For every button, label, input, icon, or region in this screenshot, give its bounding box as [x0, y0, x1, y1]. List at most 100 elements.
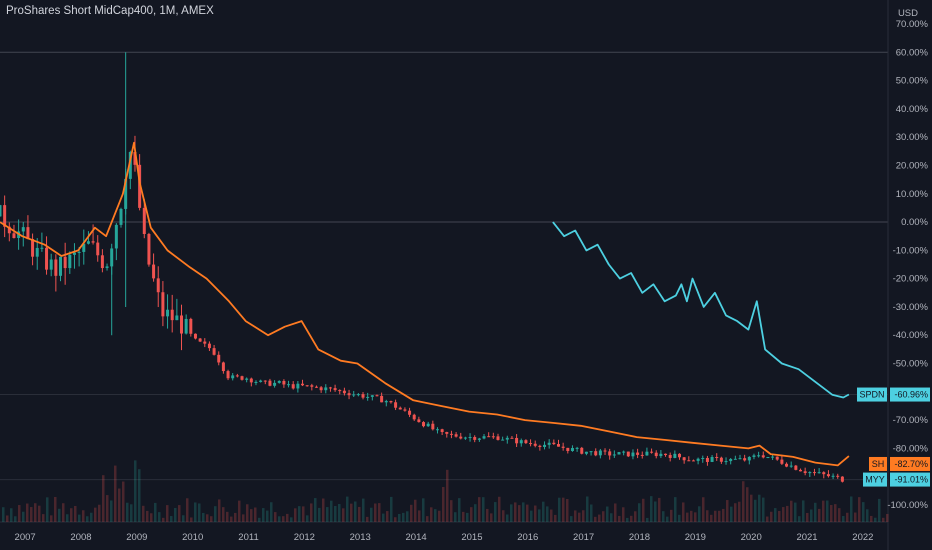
volume-bar: [398, 513, 401, 522]
y-tick-label: -20.00%: [893, 274, 929, 285]
myy-candle-body: [445, 432, 449, 434]
volume-bar: [226, 511, 229, 522]
volume-bar: [186, 498, 189, 522]
myy-candle-body: [217, 354, 221, 363]
volume-bar: [422, 498, 425, 522]
myy-candle-body: [152, 264, 156, 279]
volume-bar: [6, 515, 9, 522]
volume-bar: [170, 516, 173, 522]
myy-candle-body: [603, 450, 607, 452]
series-tag-symbol-text: MYY: [865, 475, 885, 485]
volume-bar: [470, 507, 473, 522]
myy-candle-body: [589, 451, 593, 453]
series-tag-symbol: [857, 387, 887, 402]
x-tick-label: 2014: [406, 532, 427, 543]
volume-bar: [882, 517, 885, 522]
volume-bar: [130, 504, 133, 522]
myy-candle-body: [724, 461, 728, 463]
volume-bar: [118, 488, 121, 522]
volume-bar: [274, 512, 277, 522]
volume-bar: [350, 503, 353, 522]
myy-candle-body: [431, 423, 435, 430]
volume-bar: [62, 503, 65, 522]
volume-bar: [758, 494, 761, 522]
volume-bar: [814, 502, 817, 522]
volume-bar: [514, 502, 517, 522]
volume-bar: [66, 514, 69, 522]
y-tick-label: 60.00%: [896, 47, 929, 58]
myy-candle-body: [68, 254, 72, 269]
myy-candle-body: [207, 343, 211, 349]
volume-bar: [70, 508, 73, 522]
y-tick-label: 40.00%: [896, 104, 929, 115]
myy-candle-body: [291, 384, 295, 389]
volume-bar: [550, 509, 553, 522]
myy-candle-body: [356, 394, 360, 396]
myy-candle-body: [757, 455, 761, 457]
myy-candle-body: [803, 471, 807, 474]
volume-bar: [282, 516, 285, 522]
myy-candle-body: [35, 247, 39, 257]
myy-candle-body: [366, 396, 370, 398]
volume-bar: [570, 516, 573, 522]
myy-candle-body: [398, 407, 402, 410]
myy-candle-body: [626, 451, 630, 457]
x-tick-label: 2007: [15, 532, 36, 543]
series-tag-value-text: -91.01%: [894, 475, 928, 485]
volume-bar: [498, 496, 501, 522]
series-tag-value: [890, 472, 930, 487]
volume-bar: [702, 497, 705, 522]
volume-bar: [450, 500, 453, 522]
volume-bar: [686, 512, 689, 522]
myy-candle-body: [831, 475, 835, 477]
myy-candle-body: [231, 375, 235, 379]
myy-candle-body: [454, 434, 458, 437]
volume-bar: [434, 509, 437, 522]
myy-candle-body: [49, 259, 53, 270]
volume-bar: [238, 500, 241, 522]
volume-bar: [362, 498, 365, 522]
volume-bar: [826, 500, 829, 522]
volume-bar: [886, 513, 889, 522]
volume-bar: [278, 516, 281, 522]
volume-bar: [750, 494, 753, 522]
volume-bar: [682, 502, 685, 522]
series-tag-symbol-text: SPDN: [859, 390, 884, 400]
myy-candle-body: [594, 451, 598, 456]
y-tick-label: -40.00%: [893, 330, 929, 341]
volume-bar: [250, 509, 253, 522]
myy-candle-body: [203, 341, 207, 344]
myy-candle-body: [45, 247, 49, 270]
x-tick-label: 2012: [294, 532, 315, 543]
volume-bar: [154, 502, 157, 522]
myy-candle-body: [677, 453, 681, 458]
volume-bar: [694, 512, 697, 522]
myy-candle-body: [417, 419, 421, 423]
volume-bar: [314, 498, 317, 522]
x-tick-label: 2015: [461, 532, 482, 543]
x-tick-label: 2010: [182, 532, 203, 543]
sh-line: [0, 141, 850, 467]
myy-candle-body: [119, 208, 123, 225]
volume-bar: [74, 505, 77, 522]
volume-bar: [230, 516, 233, 522]
myy-candle-body: [21, 227, 25, 232]
x-tick-label: 2018: [629, 532, 650, 543]
volume-bar: [614, 503, 617, 522]
volume-bar: [270, 502, 273, 522]
myy-candle-body: [496, 436, 500, 440]
volume-bar: [742, 481, 745, 522]
volume-bar: [670, 509, 673, 522]
volume-bar: [258, 517, 261, 522]
volume-bar: [410, 504, 413, 522]
volume-bar: [770, 511, 773, 522]
myy-candle-body: [482, 436, 486, 439]
volume-bar: [210, 516, 213, 522]
myy-candle-body: [785, 463, 789, 467]
myy-candle-body: [361, 394, 365, 398]
volume-bar: [634, 511, 637, 522]
volume-bar: [802, 500, 805, 522]
myy-candle-body: [622, 451, 626, 453]
